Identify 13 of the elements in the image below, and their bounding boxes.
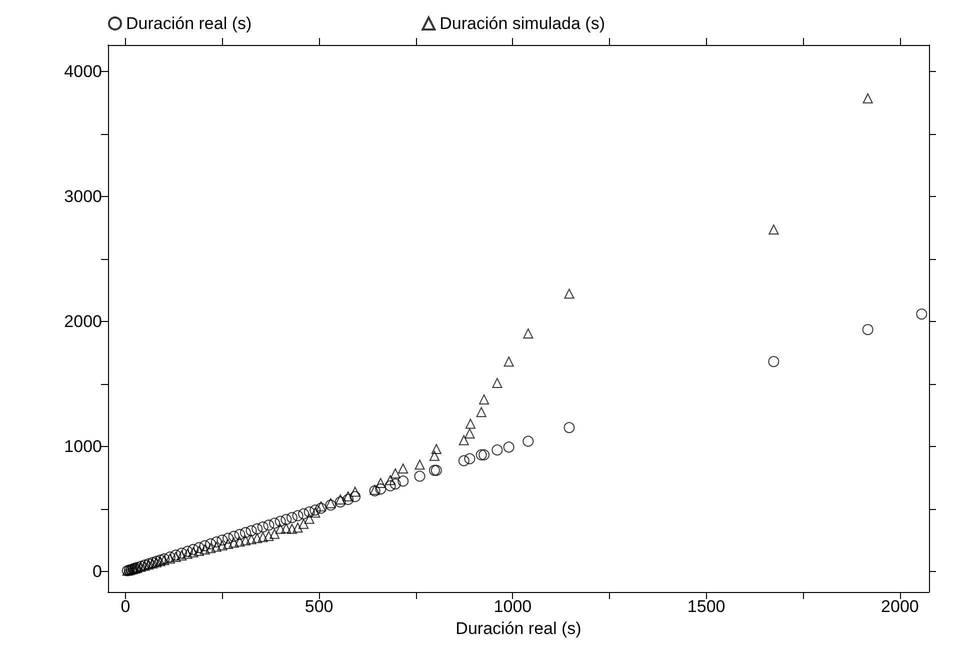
legend-label: Duración simulada (s) (440, 14, 605, 33)
legend-label: Duración real (s) (126, 14, 252, 33)
x-tick-label: 500 (304, 597, 334, 616)
y-tick-label: 1000 (64, 436, 102, 456)
y-tick-label: 2000 (64, 312, 102, 331)
y-tick-label: 0 (92, 562, 102, 581)
x-tick-label: 1500 (687, 597, 726, 616)
x-tick-label: 1000 (494, 597, 532, 616)
y-tick-label: 3000 (64, 186, 102, 206)
x-tick-label: 0 (120, 597, 130, 616)
x-tick-label: 2000 (881, 597, 919, 616)
y-tick-label: 4000 (64, 62, 102, 81)
x-axis-title: Duración real (s) (456, 618, 582, 638)
